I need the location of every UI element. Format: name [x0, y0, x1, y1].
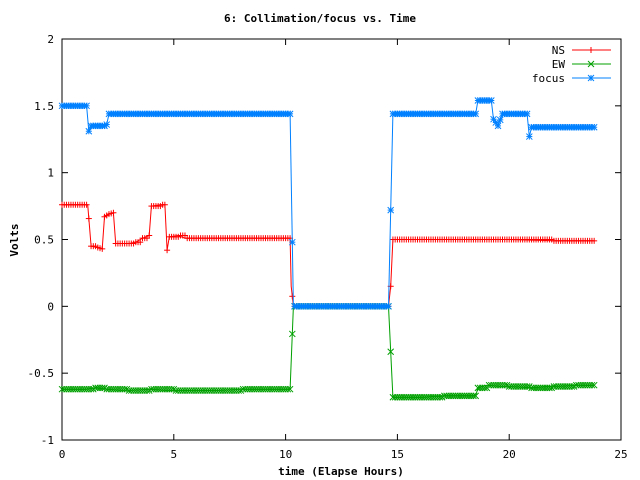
point-ew	[387, 348, 395, 356]
point-ew	[143, 387, 151, 394]
point-ns	[289, 293, 296, 300]
x-axis-label: time (Elapse Hours)	[278, 465, 404, 478]
point-focus	[288, 238, 296, 246]
point-focus	[494, 122, 502, 130]
x-tick-label: 20	[503, 448, 516, 461]
y-axis-label: Volts	[8, 223, 21, 256]
y-tick-label: 1.5	[34, 100, 54, 113]
point-focus	[590, 123, 598, 131]
series-ew	[58, 302, 598, 401]
point-ns	[146, 232, 153, 239]
point-ew	[436, 393, 444, 401]
x-tick-label: 0	[59, 448, 66, 461]
point-focus	[496, 116, 504, 124]
point-ew	[472, 392, 480, 400]
point-focus	[385, 302, 392, 310]
point-focus	[83, 102, 90, 110]
y-tick-label: -1	[41, 434, 54, 447]
series-line-focus	[62, 100, 595, 307]
point-ns	[83, 201, 90, 208]
point-focus	[487, 97, 495, 104]
point-ew	[481, 384, 488, 392]
point-ew	[501, 381, 509, 389]
point-ns	[85, 215, 92, 222]
y-tick-label: -0.5	[28, 367, 55, 380]
point-ns	[164, 247, 171, 254]
x-tick-label: 10	[279, 448, 292, 461]
y-tick-label: 2	[47, 33, 54, 46]
point-ns	[110, 209, 117, 216]
point-ew	[470, 392, 477, 400]
x-tick-label: 15	[391, 448, 404, 461]
chart-title: 6: Collimation/focus vs. Time	[224, 12, 416, 25]
point-ew	[588, 381, 596, 389]
legend-marker-ns	[588, 47, 594, 53]
legend-marker-ew	[587, 60, 595, 68]
series-focus	[58, 97, 598, 310]
point-ew	[168, 385, 175, 393]
x-tick-label: 25	[614, 448, 627, 461]
y-tick-label: 1	[47, 167, 54, 180]
point-ew	[523, 383, 531, 390]
point-ew	[87, 385, 95, 393]
x-tick-label: 5	[170, 448, 177, 461]
point-focus	[472, 110, 480, 118]
series-line-ns	[62, 204, 595, 307]
point-focus	[286, 110, 294, 118]
series-layer	[58, 97, 598, 401]
point-focus	[525, 133, 533, 140]
point-ew	[121, 385, 128, 393]
point-focus	[103, 121, 111, 128]
point-ns	[137, 239, 144, 246]
point-focus	[523, 110, 531, 118]
legend-label-ns: NS	[552, 44, 565, 57]
y-tick-label: 0	[47, 300, 54, 313]
point-ew	[568, 383, 576, 390]
point-focus	[85, 127, 93, 135]
point-ns	[591, 237, 598, 244]
legend-label-focus: focus	[532, 72, 565, 85]
point-ew	[288, 330, 296, 338]
legend-label-ew: EW	[552, 58, 566, 71]
series-ns	[59, 201, 598, 310]
point-ew	[286, 385, 294, 393]
point-ns	[161, 201, 168, 208]
legend-marker-focus	[587, 74, 595, 82]
point-focus	[387, 206, 395, 214]
axis-ticks: 0 5 10 15 20 25 -1 -0.5 0 0.5 1 1.5 2	[28, 33, 628, 461]
point-ew	[546, 384, 553, 392]
point-ew	[235, 387, 242, 394]
point-ew	[98, 384, 106, 392]
y-tick-label: 0.5	[34, 234, 54, 247]
point-ew	[590, 381, 598, 389]
point-ew	[284, 385, 292, 393]
point-ns	[99, 245, 106, 252]
